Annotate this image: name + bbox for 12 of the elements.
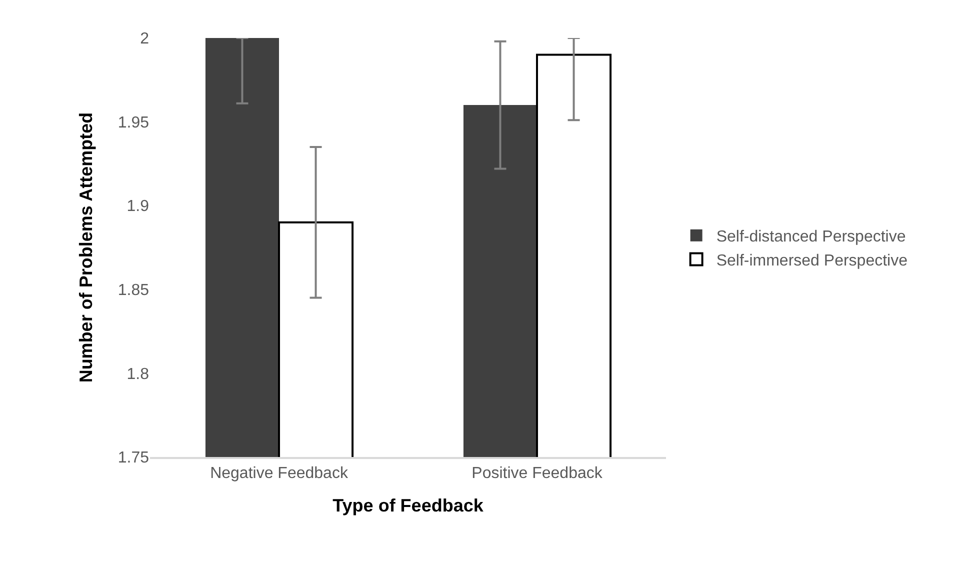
x-axis-title: Type of Feedback bbox=[332, 496, 484, 516]
y-axis-title: Number of Problems Attempted bbox=[76, 112, 96, 383]
legend-label: Self-distanced Perspective bbox=[716, 228, 906, 246]
legend-label: Self-immersed Perspective bbox=[716, 252, 908, 270]
y-tick-label: 1.8 bbox=[126, 366, 150, 383]
y-tick-label: 1.95 bbox=[118, 114, 150, 132]
x-tick-label: Negative Feedback bbox=[210, 464, 349, 482]
y-tick-label: 1.9 bbox=[126, 198, 150, 216]
y-tick-label: 1.75 bbox=[118, 450, 150, 467]
y-tick-label: 1.85 bbox=[118, 282, 150, 299]
y-tick-label: 2 bbox=[140, 30, 150, 48]
x-tick-label: Positive Feedback bbox=[472, 464, 604, 482]
